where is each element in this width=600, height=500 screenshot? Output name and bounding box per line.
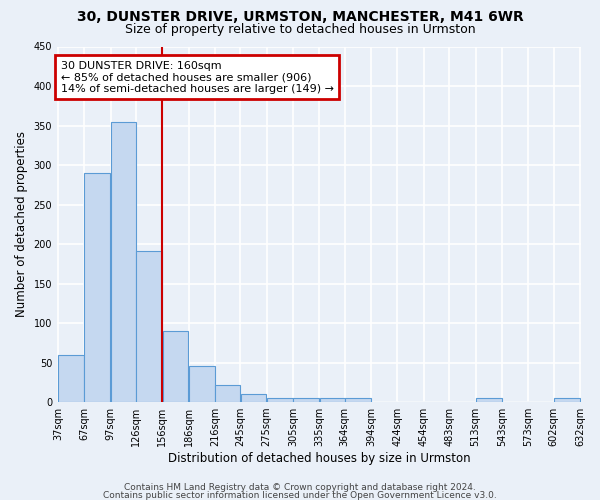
Bar [267,398,293,402]
Y-axis label: Number of detached properties: Number of detached properties [15,132,28,318]
Bar [163,331,188,402]
Bar [293,398,319,402]
Bar [241,394,266,402]
Bar [215,386,240,402]
Bar [136,251,162,402]
Bar [189,366,215,402]
Bar [320,398,344,402]
Text: Size of property relative to detached houses in Urmston: Size of property relative to detached ho… [125,22,475,36]
Text: Contains HM Land Registry data © Crown copyright and database right 2024.: Contains HM Land Registry data © Crown c… [124,483,476,492]
X-axis label: Distribution of detached houses by size in Urmston: Distribution of detached houses by size … [167,452,470,465]
Text: Contains public sector information licensed under the Open Government Licence v3: Contains public sector information licen… [103,490,497,500]
Text: 30 DUNSTER DRIVE: 160sqm
← 85% of detached houses are smaller (906)
14% of semi-: 30 DUNSTER DRIVE: 160sqm ← 85% of detach… [61,60,334,94]
Bar [554,398,580,402]
Bar [85,173,110,402]
Bar [345,398,371,402]
Bar [58,356,84,402]
Bar [111,122,136,402]
Text: 30, DUNSTER DRIVE, URMSTON, MANCHESTER, M41 6WR: 30, DUNSTER DRIVE, URMSTON, MANCHESTER, … [77,10,523,24]
Bar [476,398,502,402]
